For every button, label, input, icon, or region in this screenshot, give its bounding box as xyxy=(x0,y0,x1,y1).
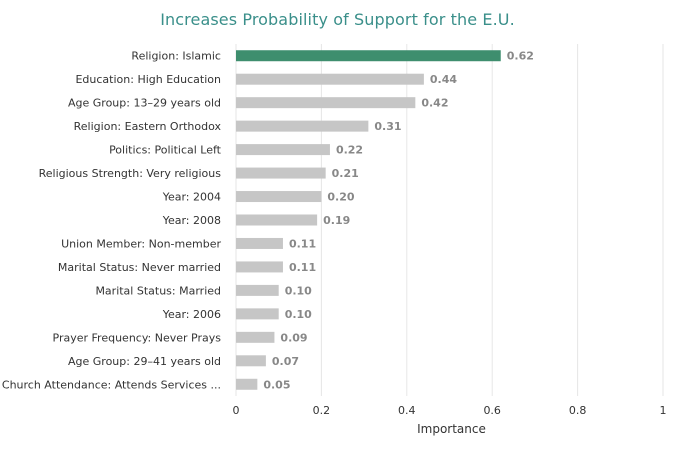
bar xyxy=(236,168,326,179)
bar xyxy=(236,379,257,390)
category-label: Politics: Political Left xyxy=(109,144,222,157)
category-label: Marital Status: Married xyxy=(95,284,221,297)
bar xyxy=(236,144,330,155)
bar xyxy=(236,74,424,85)
x-tick-label: 1 xyxy=(660,404,667,417)
x-tick-label: 0.8 xyxy=(569,404,587,417)
data-label: 0.10 xyxy=(285,284,312,297)
bar xyxy=(236,308,279,319)
data-label: 0.62 xyxy=(507,50,534,63)
bar xyxy=(236,332,274,343)
bar xyxy=(236,191,321,202)
data-label: 0.11 xyxy=(289,261,316,274)
category-label: Year: 2004 xyxy=(162,191,221,204)
category-label: Age Group: 29–41 years old xyxy=(68,355,221,368)
data-label: 0.31 xyxy=(374,120,401,133)
category-label: Church Attendance: Attends Services ... xyxy=(2,378,221,391)
category-label: Age Group: 13–29 years old xyxy=(68,97,221,110)
category-label: Union Member: Non-member xyxy=(61,237,221,250)
x-tick-label: 0.2 xyxy=(313,404,331,417)
data-label: 0.20 xyxy=(327,191,354,204)
data-label: 0.21 xyxy=(332,167,359,180)
x-tick-label: 0.6 xyxy=(483,404,501,417)
bar xyxy=(236,238,283,249)
x-tick-label: 0 xyxy=(233,404,240,417)
data-label: 0.44 xyxy=(430,73,457,86)
data-label: 0.42 xyxy=(421,97,448,110)
data-label: 0.22 xyxy=(336,144,363,157)
bar xyxy=(236,261,283,272)
category-label: Year: 2006 xyxy=(162,308,221,321)
bar xyxy=(236,355,266,366)
category-label: Religious Strength: Very religious xyxy=(39,167,222,180)
category-label: Religion: Eastern Orthodox xyxy=(74,120,222,133)
data-label: 0.11 xyxy=(289,237,316,250)
data-label: 0.09 xyxy=(280,331,307,344)
data-label: 0.19 xyxy=(323,214,350,227)
category-label: Education: High Education xyxy=(75,73,221,86)
x-tick-label: 0.4 xyxy=(398,404,416,417)
x-axis-title: Importance xyxy=(417,422,486,436)
category-label: Religion: Islamic xyxy=(131,50,221,63)
bar xyxy=(236,121,368,132)
data-label: 0.07 xyxy=(272,355,299,368)
bar xyxy=(236,50,501,61)
data-label: 0.10 xyxy=(285,308,312,321)
bar xyxy=(236,285,279,296)
data-label: 0.05 xyxy=(263,378,290,391)
category-label: Prayer Frequency: Never Prays xyxy=(53,331,222,344)
bar xyxy=(236,215,317,226)
bar xyxy=(236,97,415,108)
category-label: Year: 2008 xyxy=(162,214,221,227)
category-label: Marital Status: Never married xyxy=(58,261,221,274)
